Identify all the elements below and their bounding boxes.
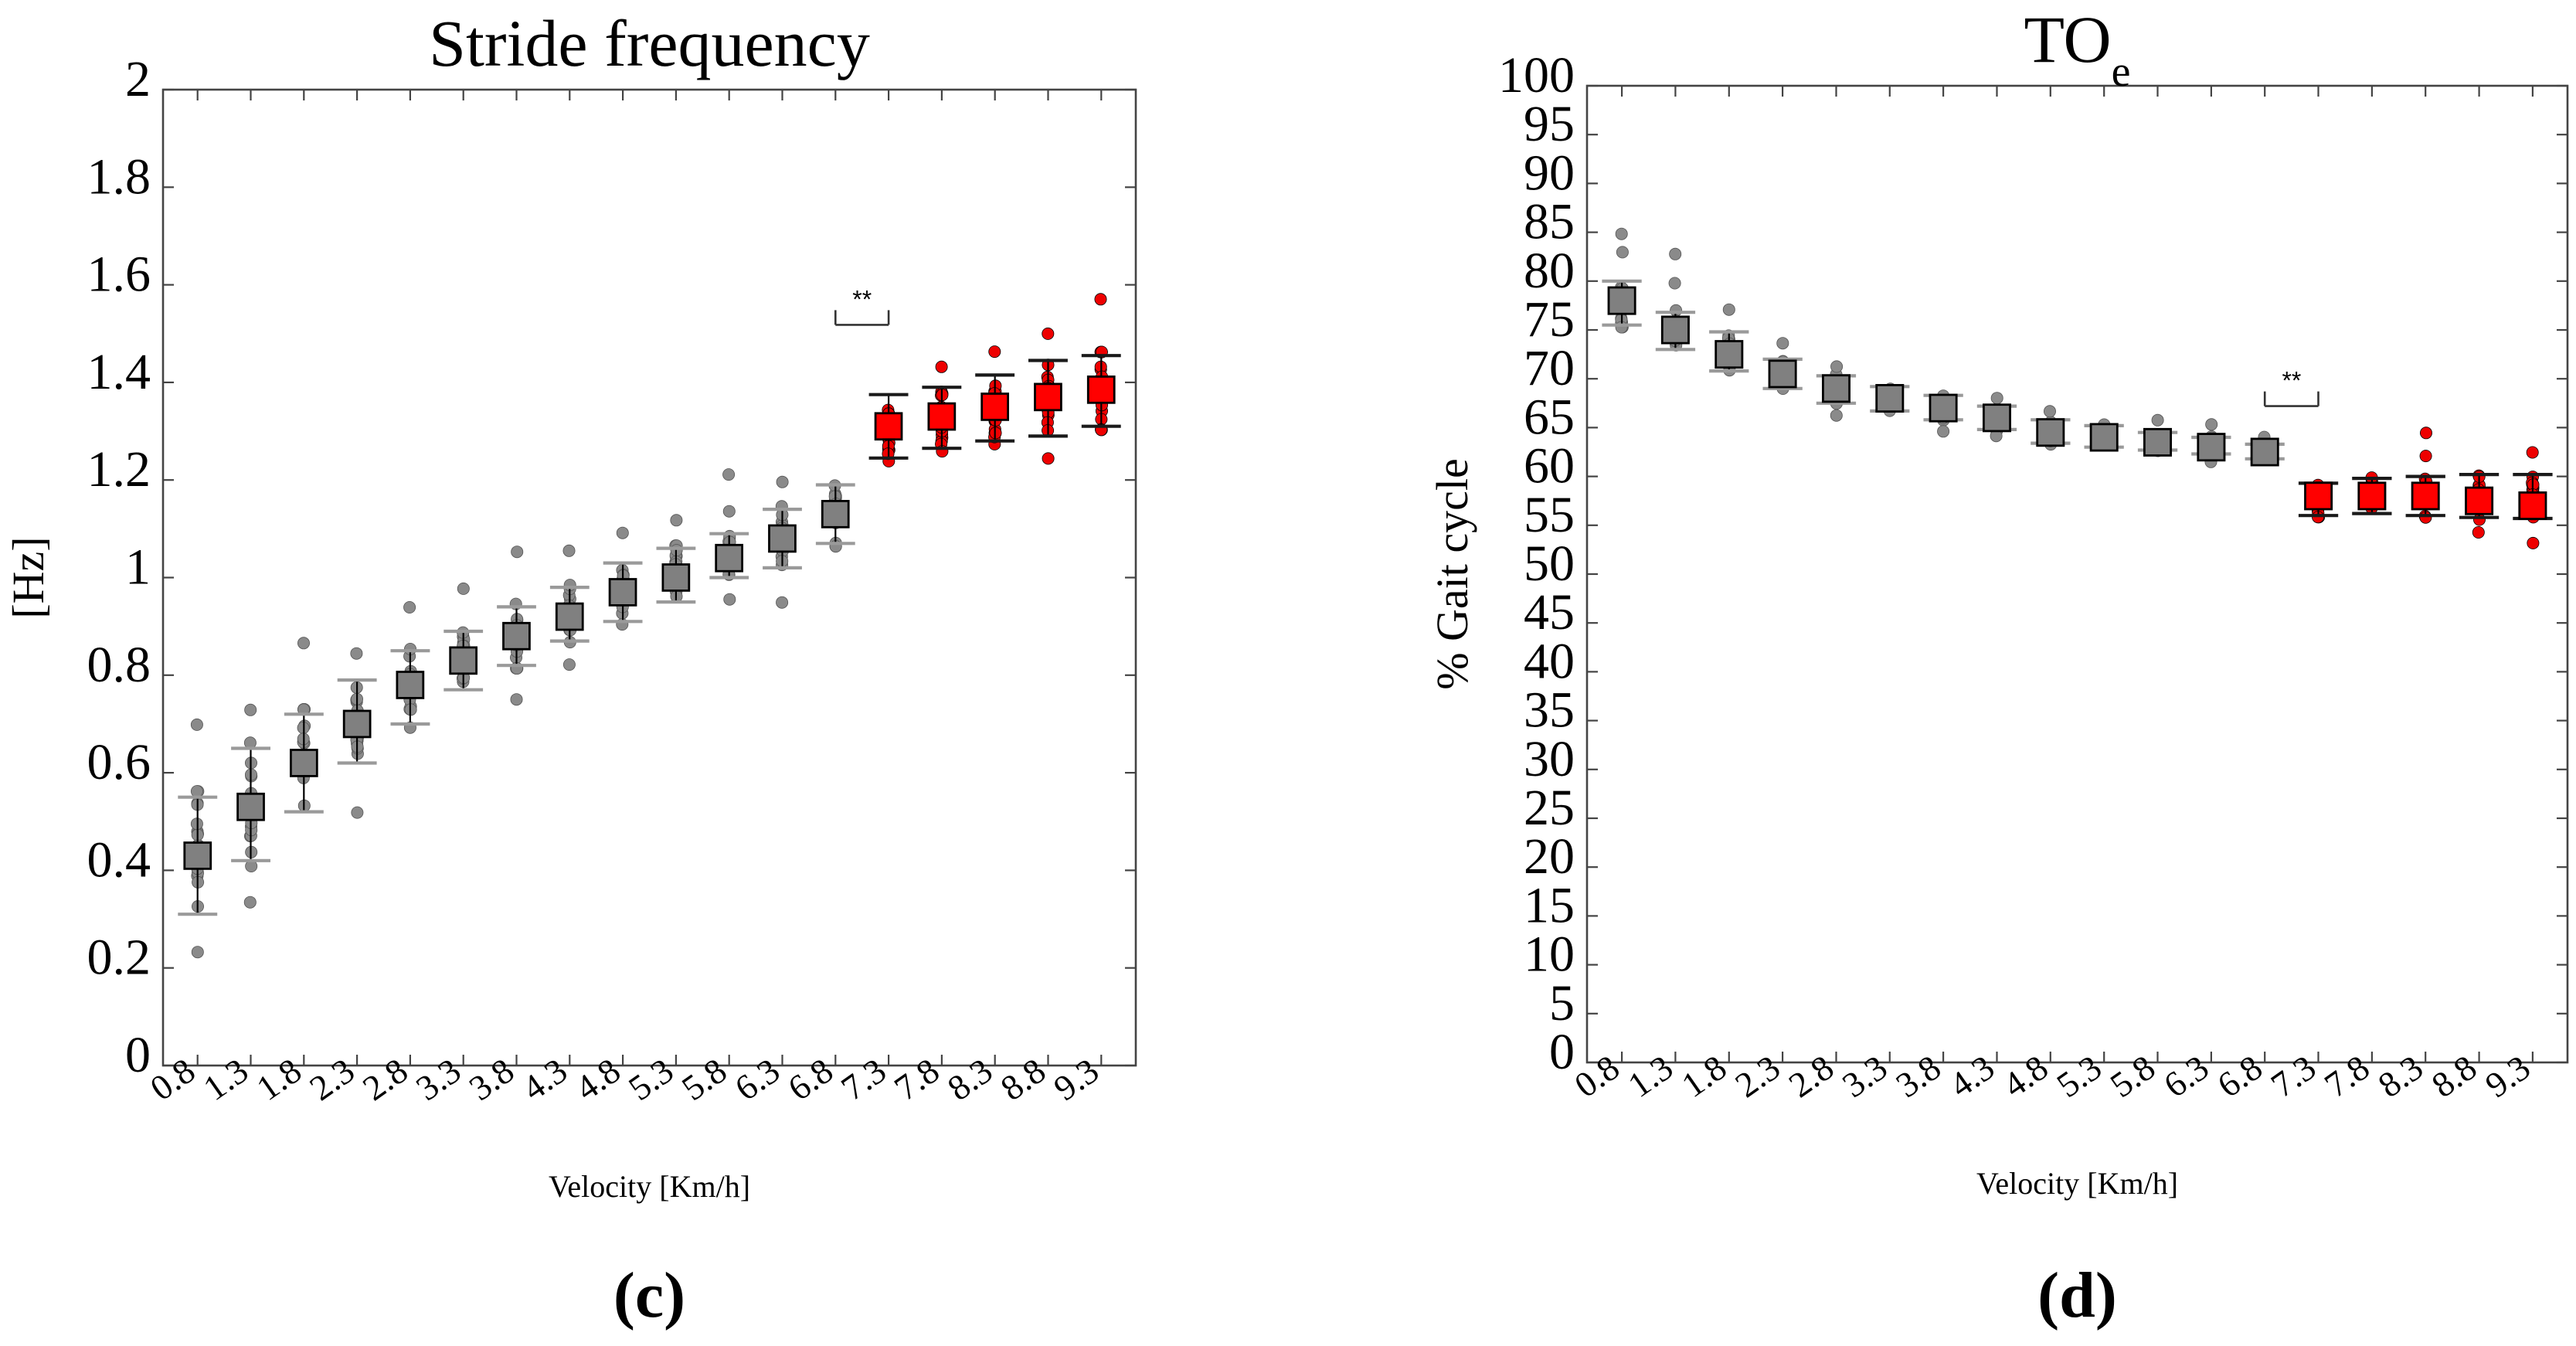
svg-text:10: 10: [1524, 926, 1575, 983]
svg-text:Velocity [Km/h]: Velocity [Km/h]: [549, 1169, 750, 1204]
svg-text:1.6: 1.6: [87, 246, 151, 303]
svg-text:Velocity [Km/h]: Velocity [Km/h]: [1976, 1166, 2178, 1201]
svg-text:0.6: 0.6: [87, 734, 151, 790]
svg-text:95: 95: [1524, 96, 1575, 152]
svg-text:25: 25: [1524, 780, 1575, 836]
svg-text:% Gait cycle: % Gait cycle: [1427, 458, 1477, 690]
svg-text:1: 1: [125, 539, 151, 596]
svg-text:90: 90: [1524, 144, 1575, 201]
svg-text:**: **: [852, 285, 872, 313]
svg-text:0.8: 0.8: [87, 637, 151, 693]
svg-text:(d): (d): [2037, 1259, 2117, 1331]
svg-text:45: 45: [1524, 584, 1575, 641]
svg-text:60: 60: [1524, 438, 1575, 495]
svg-text:35: 35: [1524, 682, 1575, 739]
svg-text:1.8: 1.8: [87, 148, 151, 205]
svg-text:15: 15: [1524, 877, 1575, 933]
svg-text:**: **: [2282, 367, 2301, 395]
svg-text:20: 20: [1524, 828, 1575, 885]
svg-text:75: 75: [1524, 291, 1575, 348]
svg-text:40: 40: [1524, 633, 1575, 689]
svg-text:65: 65: [1524, 389, 1575, 445]
svg-text:2: 2: [125, 51, 151, 107]
svg-text:Stride frequency: Stride frequency: [429, 6, 870, 80]
svg-text:0.2: 0.2: [87, 930, 151, 986]
svg-text:[Hz]: [Hz]: [3, 536, 53, 618]
svg-text:(c): (c): [613, 1259, 685, 1331]
svg-text:1.4: 1.4: [87, 344, 151, 400]
svg-text:80: 80: [1524, 243, 1575, 299]
svg-text:70: 70: [1524, 340, 1575, 396]
svg-text:0.4: 0.4: [87, 831, 151, 888]
svg-text:55: 55: [1524, 487, 1575, 543]
svg-text:85: 85: [1524, 194, 1575, 250]
svg-text:30: 30: [1524, 731, 1575, 787]
svg-text:50: 50: [1524, 535, 1575, 592]
svg-text:5: 5: [1549, 975, 1575, 1032]
svg-text:1.2: 1.2: [87, 441, 151, 498]
svg-text:100: 100: [1498, 47, 1575, 104]
